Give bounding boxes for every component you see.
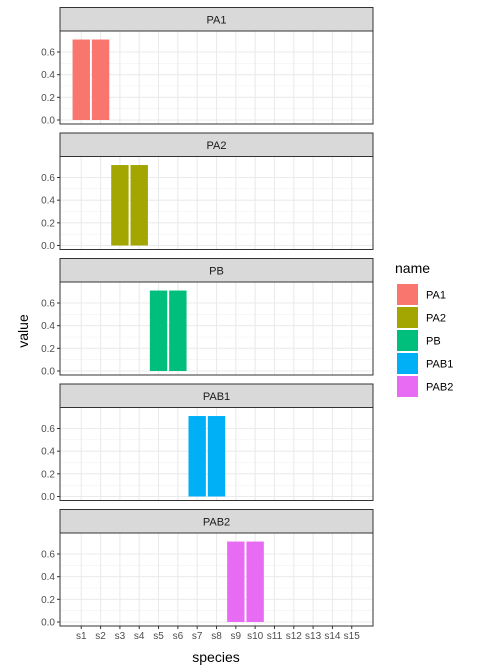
y-tick-label: 0.2 bbox=[41, 469, 55, 480]
legend-label-pa2: PA2 bbox=[426, 313, 446, 325]
y-tick-label: 0.0 bbox=[41, 367, 55, 378]
y-tick-label: 0.2 bbox=[41, 93, 55, 104]
x-tick-label-s4: s4 bbox=[134, 631, 145, 642]
x-axis-title: species bbox=[192, 649, 239, 665]
x-tick-label-s3: s3 bbox=[115, 631, 126, 642]
facet-strip-label: PA2 bbox=[207, 140, 227, 152]
panel-border bbox=[59, 156, 374, 250]
x-tick-label-s2: s2 bbox=[95, 631, 106, 642]
y-axis-title: value bbox=[15, 314, 31, 348]
facet-strip-label: PB bbox=[209, 266, 224, 278]
y-tick-label: 0.6 bbox=[41, 48, 55, 59]
x-tick-label-s15: s15 bbox=[344, 631, 361, 642]
x-tick-label-s7: s7 bbox=[192, 631, 203, 642]
legend-key-pb bbox=[397, 330, 418, 351]
x-tick-label-s13: s13 bbox=[305, 631, 322, 642]
facet-strip-label: PA1 bbox=[207, 15, 227, 27]
legend-label-pab1: PAB1 bbox=[426, 359, 453, 371]
x-tick-label-s11: s11 bbox=[267, 631, 283, 642]
y-tick-label: 0.2 bbox=[41, 344, 55, 355]
x-tick-label-s5: s5 bbox=[153, 631, 164, 642]
bar-pb-s5 bbox=[149, 290, 168, 371]
facet-strip bbox=[59, 509, 374, 534]
legend-label-pa1: PA1 bbox=[426, 290, 446, 302]
y-tick-label: 0.0 bbox=[41, 116, 55, 127]
bar-pab1-s7 bbox=[188, 416, 206, 497]
facet-pa2: PA2 0.0 0.2 0.4 0.6 bbox=[41, 132, 374, 252]
facet-pab2: PAB2 0.0 0.2 0.4 0.6 s1 s2 s3 s4 s5 s6 s7 s8 s9 s10 s11… bbox=[41, 509, 374, 642]
y-tick-label: 0.0 bbox=[41, 492, 55, 503]
panel-border bbox=[59, 281, 374, 376]
y-tick-label: 0.6 bbox=[41, 424, 55, 435]
bar-pb-s6 bbox=[169, 290, 187, 371]
bar-pab2-s10 bbox=[246, 541, 264, 622]
bar-pa2-s4 bbox=[130, 165, 148, 246]
facet-pa1: PA1 0.0 0.2 0.4 0.6 bbox=[41, 7, 374, 127]
x-tick-label-s1: s1 bbox=[76, 631, 87, 642]
facet-pb: PB 0.0 0.2 0.4 0.6 bbox=[41, 258, 374, 378]
bar-pab1-s8 bbox=[207, 416, 226, 497]
x-tick-label-s8: s8 bbox=[211, 631, 222, 642]
x-tick-label-s14: s14 bbox=[324, 631, 341, 642]
bar-pab2-s9 bbox=[227, 541, 245, 622]
facet-strip bbox=[59, 7, 374, 32]
x-tick-label-s10: s10 bbox=[247, 631, 264, 642]
y-tick-label: 0.6 bbox=[41, 299, 55, 310]
facet-strip-label: PAB2 bbox=[203, 517, 230, 529]
legend-key-pa2 bbox=[397, 307, 418, 328]
x-tick-label-s9: s9 bbox=[231, 631, 242, 642]
legend-title: name bbox=[395, 260, 430, 276]
y-tick-label: 0.2 bbox=[41, 218, 55, 229]
y-tick-label: 0.4 bbox=[41, 196, 55, 207]
bar-pa1-s1 bbox=[72, 39, 90, 120]
y-tick-label: 0.0 bbox=[41, 241, 55, 252]
x-tick-label-s12: s12 bbox=[286, 631, 303, 642]
legend-key-pab2 bbox=[397, 376, 418, 397]
bar-pa1-s2 bbox=[91, 39, 110, 120]
facet-panels: PA1 0.0 0.2 0.4 0.6 PA2 0.0 0.2 0.4 0.6 PB 0.0 0.2 0.… bbox=[41, 7, 374, 642]
legend-key-pab1 bbox=[397, 353, 418, 374]
panel-border bbox=[59, 30, 374, 125]
legend: name PA1 PA2 PB PAB1 PAB2 bbox=[395, 260, 453, 397]
y-tick-label: 0.4 bbox=[41, 572, 55, 583]
y-tick-label: 0.6 bbox=[41, 173, 55, 184]
y-tick-label: 0.4 bbox=[41, 70, 55, 81]
facet-pab1: PAB1 0.0 0.2 0.4 0.6 bbox=[41, 383, 374, 503]
y-tick-label: 0.0 bbox=[41, 618, 55, 629]
legend-key-pa1 bbox=[397, 284, 418, 305]
facet-strip-label: PAB1 bbox=[203, 391, 230, 403]
y-tick-label: 0.4 bbox=[41, 321, 55, 332]
y-tick-label: 0.4 bbox=[41, 447, 55, 458]
y-tick-label: 0.6 bbox=[41, 550, 55, 561]
legend-label-pab2: PAB2 bbox=[426, 382, 453, 394]
legend-label-pb: PB bbox=[426, 336, 441, 348]
y-tick-label: 0.2 bbox=[41, 595, 55, 606]
facet-strip bbox=[59, 258, 374, 283]
bar-pa2-s3 bbox=[111, 165, 129, 246]
panel-border bbox=[59, 407, 374, 501]
x-tick-label-s6: s6 bbox=[173, 631, 184, 642]
